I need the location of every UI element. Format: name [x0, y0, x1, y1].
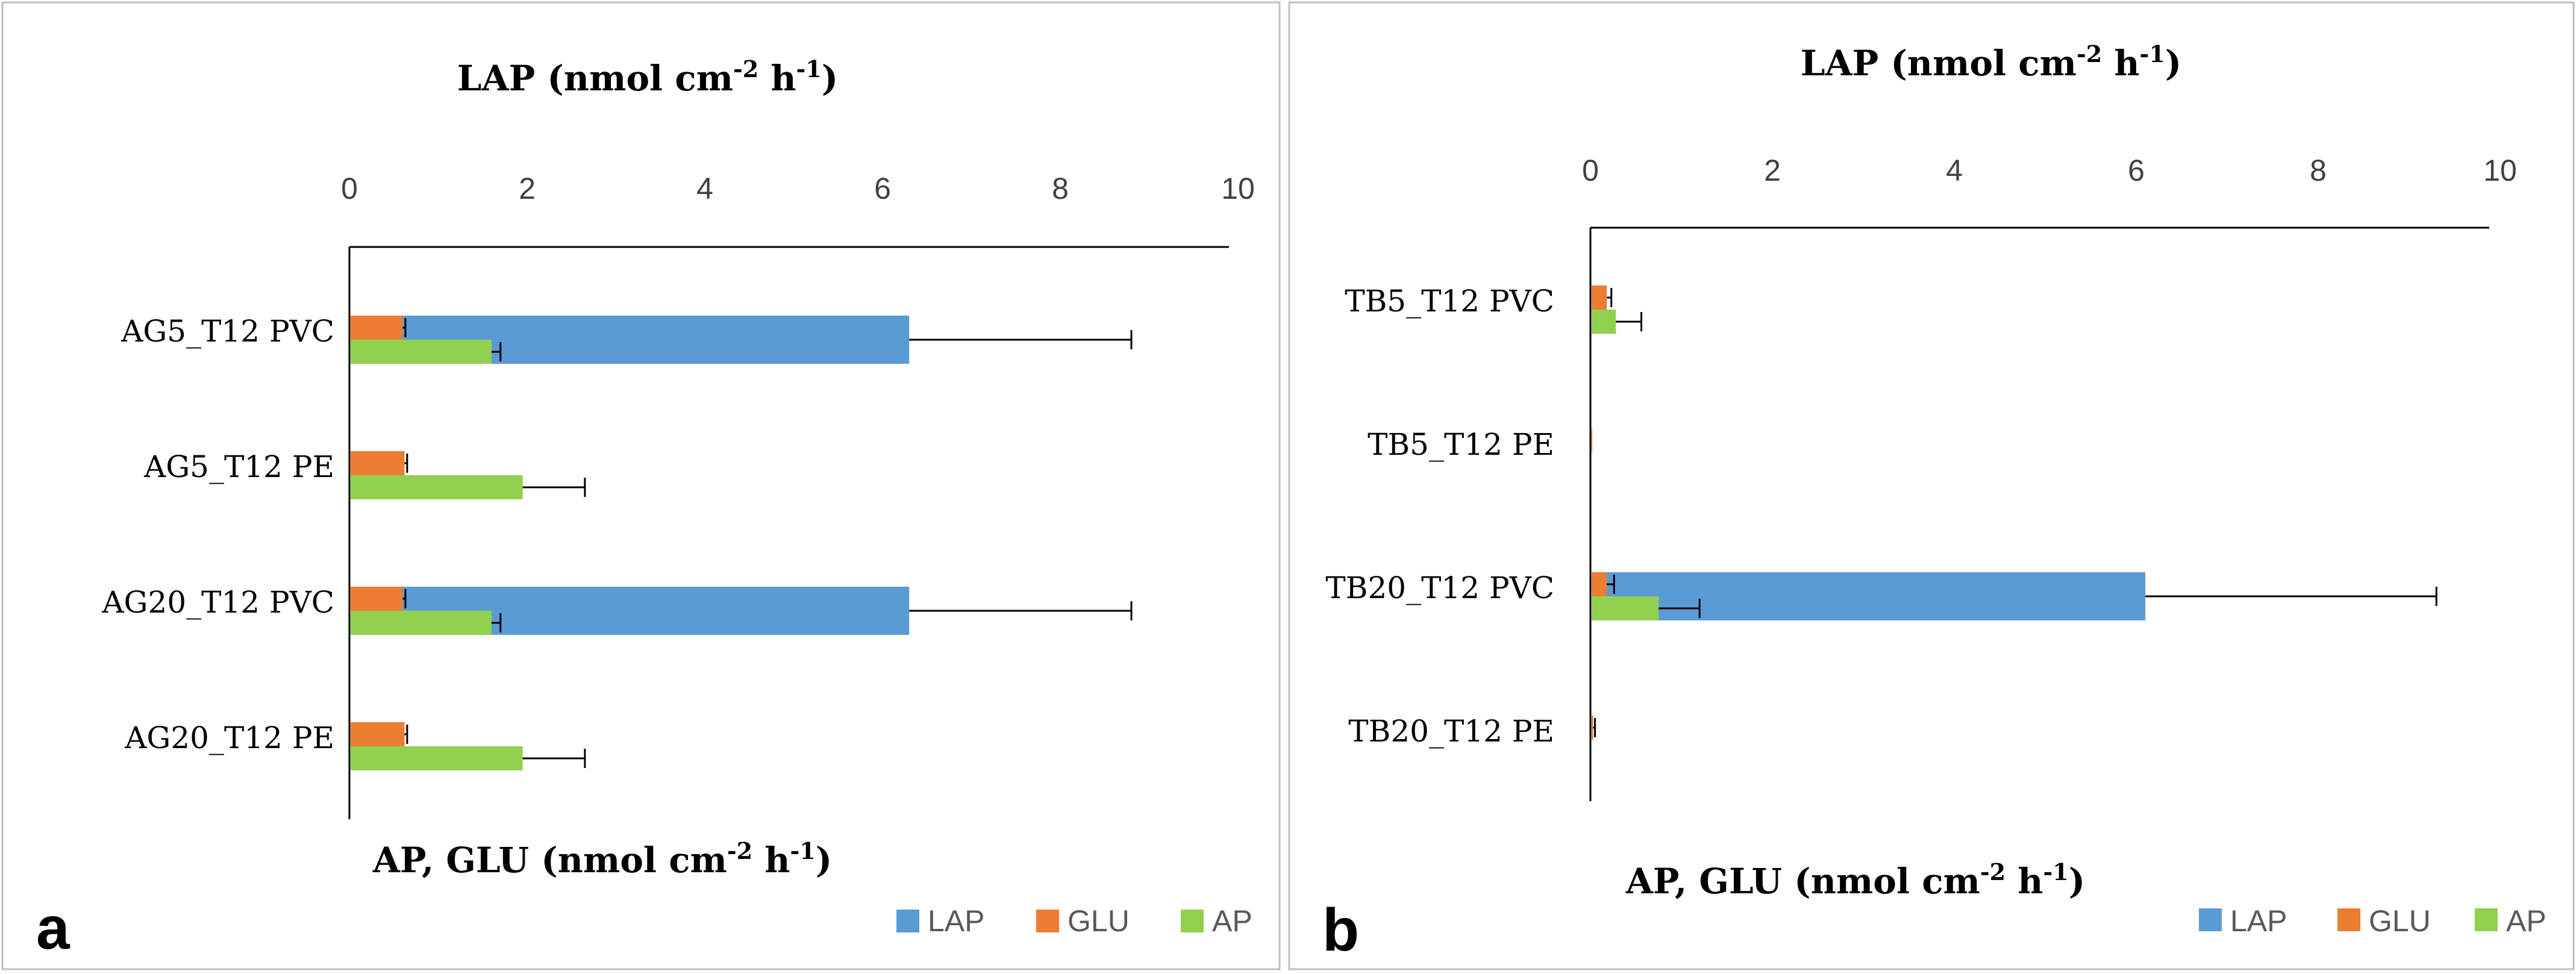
- panel-a: LAP (nmol cm-2 h-1) 0 2 4 6 8 10 AG5_T12…: [1, 1, 1281, 970]
- panel-a-tick-label: 2: [519, 172, 536, 205]
- panel-b-category-label: TB5_T12 PVC: [1345, 284, 1554, 319]
- panel-a-bar-ap-3: [351, 746, 523, 770]
- panel-b-category-label: TB20_T12 PE: [1348, 714, 1554, 749]
- panel-a-bar-glu-1: [351, 451, 405, 475]
- panel-b-frame: [1288, 1, 2575, 970]
- panel-b-bars: [1592, 286, 2437, 740]
- panel-a-bars: [351, 316, 1133, 770]
- panel-a-frame: [1, 1, 1281, 970]
- panel-a-ticks: 0 2 4 6 8 10: [341, 172, 1255, 205]
- panel-a-tick-label: 4: [696, 172, 713, 205]
- panel-b-bar-lap-2: [1592, 572, 2146, 620]
- panel-b-bar-ap-0: [1592, 310, 1616, 334]
- panel-a-bottom-axis-title: AP, GLU (nmol cm-2 h-1): [372, 837, 832, 881]
- panel-b-bar-glu-3: [1592, 716, 1593, 740]
- panel-a-legend-swatch-ap: [1181, 910, 1204, 932]
- panel-a-legend: LAP GLU AP: [896, 904, 1252, 938]
- panel-a-legend-swatch-glu: [1036, 910, 1059, 932]
- panel-b-tick-label: 8: [2310, 154, 2327, 187]
- panel-b-legend-swatch-ap: [2475, 908, 2498, 931]
- panel-a-bar-glu-3: [351, 722, 405, 746]
- panel-a-category-label: AG20_T12 PE: [124, 720, 334, 755]
- panel-b-legend-label-glu: GLU: [2369, 904, 2431, 938]
- panel-b-legend: LAP GLU AP: [2199, 904, 2546, 938]
- panel-a-legend-label-glu: GLU: [1068, 904, 1130, 938]
- panel-a-legend-label-ap: AP: [1212, 904, 1252, 938]
- panel-b-bottom-axis-title: AP, GLU (nmol cm-2 h-1): [1625, 858, 2085, 902]
- panel-b-top-axis-title: LAP (nmol cm-2 h-1): [1801, 40, 2181, 84]
- panel-b-category-label: TB20_T12 PVC: [1325, 570, 1554, 605]
- panel-a-category-label: AG20_T12 PVC: [101, 585, 334, 620]
- panel-a-tick-label: 6: [874, 172, 891, 205]
- panel-a-legend-label-lap: LAP: [928, 904, 985, 938]
- panel-a-bar-glu-0: [351, 316, 403, 340]
- panel-b-category-label: TB5_T12 PE: [1368, 427, 1554, 462]
- panel-b-bar-glu-0: [1592, 286, 1607, 310]
- panel-a-bar-ap-0: [351, 340, 492, 364]
- panel-b-legend-label-ap: AP: [2506, 904, 2546, 938]
- panel-b-bar-glu-2: [1592, 572, 1607, 596]
- panel-a-letter: a: [36, 894, 70, 962]
- panel-b-legend-swatch-lap: [2199, 908, 2222, 931]
- panel-b-tick-label: 10: [2483, 154, 2517, 187]
- panel-b-legend-label-lap: LAP: [2230, 904, 2287, 938]
- panel-a-bar-ap-1: [351, 475, 523, 499]
- panel-a-top-axis-title: LAP (nmol cm-2 h-1): [457, 55, 838, 99]
- panel-b-tick-label: 2: [1764, 154, 1781, 187]
- panel-a-tick-label: 0: [341, 172, 358, 205]
- panel-b-tick-label: 6: [2128, 154, 2145, 187]
- panel-a-bar-glu-2: [351, 587, 403, 611]
- panel-a-legend-swatch-lap: [896, 910, 919, 932]
- panel-b-legend-swatch-glu: [2337, 908, 2360, 931]
- panel-b-letter: b: [1322, 896, 1359, 964]
- panel-b-bar-ap-2: [1592, 596, 1659, 620]
- panel-a-category-label: AG5_T12 PE: [143, 449, 334, 484]
- panel-b-ticks: 0 2 4 6 8 10: [1582, 154, 2517, 187]
- panel-b-tick-label: 4: [1946, 154, 1963, 187]
- panel-a-tick-label: 8: [1052, 172, 1069, 205]
- panel-a-category-label: AG5_T12 PVC: [120, 314, 334, 349]
- panel-b-tick-label: 0: [1582, 154, 1599, 187]
- panel-a-bar-ap-2: [351, 611, 492, 635]
- panel-a-tick-label: 10: [1221, 172, 1255, 205]
- panel-b: LAP (nmol cm-2 h-1) 0 2 4 6 8 10 TB5_T12…: [1288, 1, 2575, 970]
- panel-a-categories: AG5_T12 PVC AG5_T12 PE AG20_T12 PVC AG20…: [101, 314, 334, 755]
- panel-b-categories: TB5_T12 PVC TB5_T12 PE TB20_T12 PVC TB20…: [1325, 284, 1554, 749]
